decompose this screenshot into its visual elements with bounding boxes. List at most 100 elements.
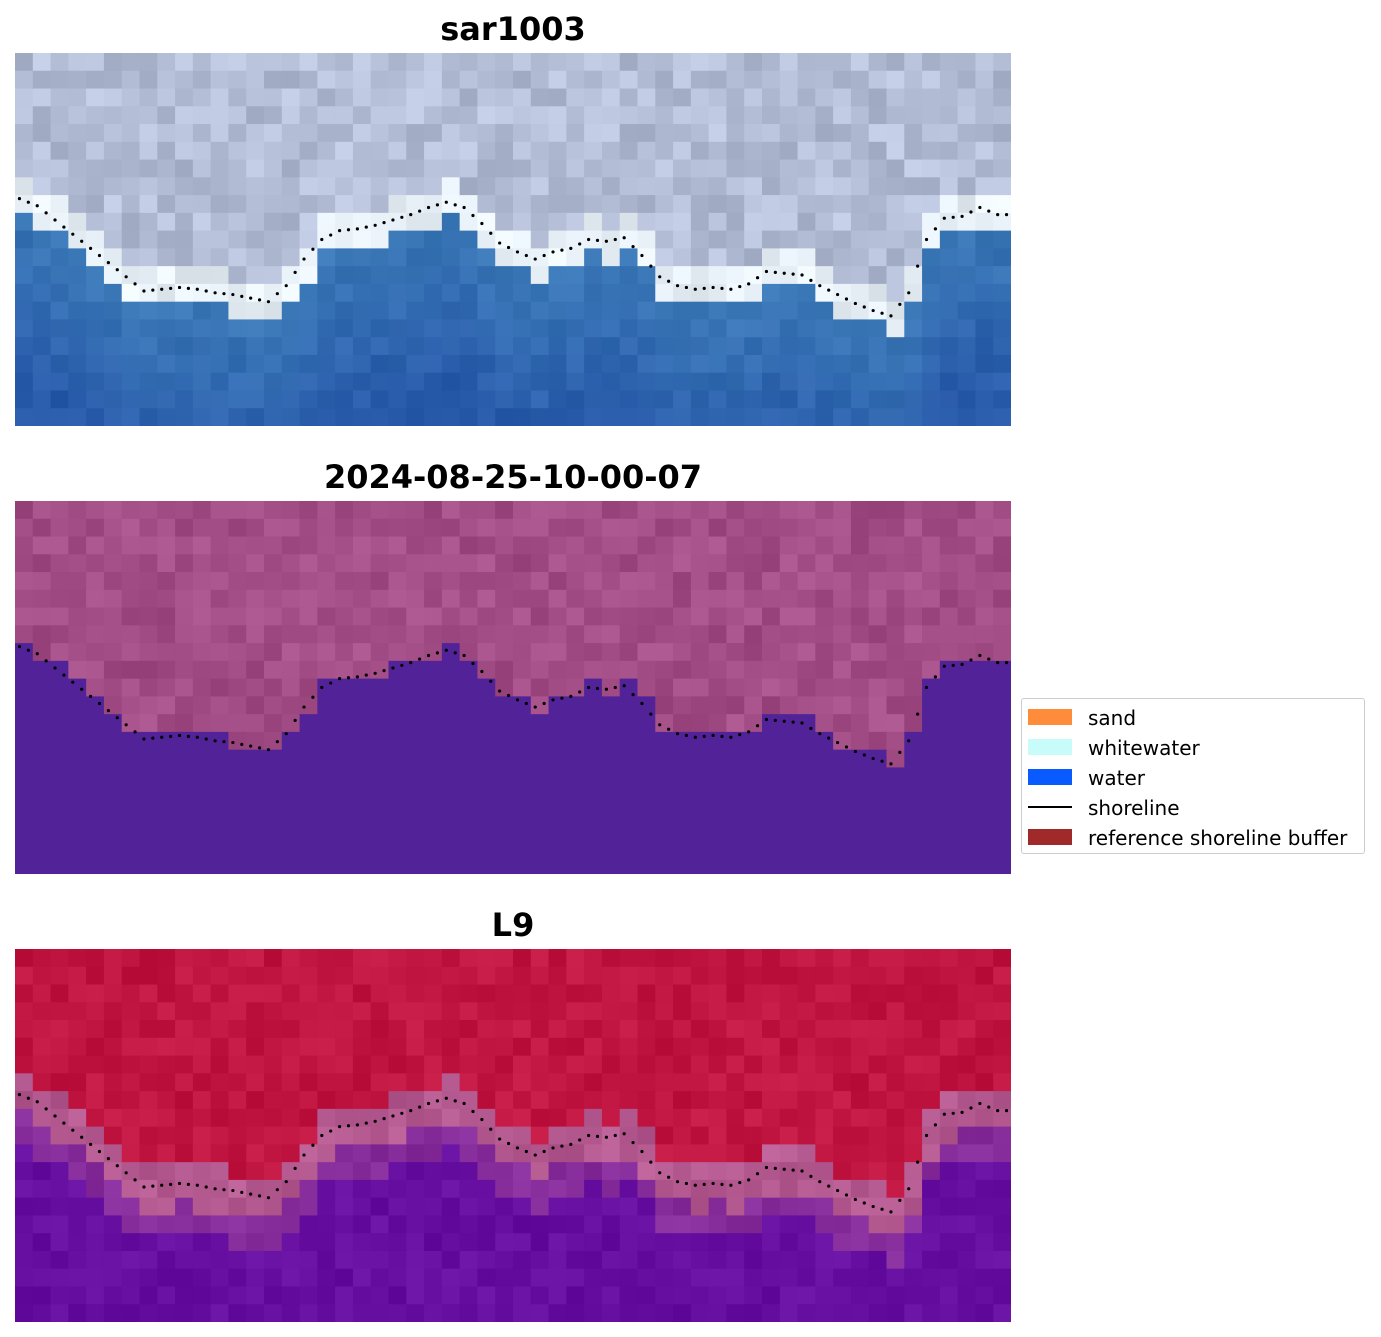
rgb-image-pixel bbox=[815, 212, 834, 232]
index-image-pixel bbox=[281, 1233, 301, 1252]
index-image-pixel bbox=[708, 984, 728, 1003]
classified-image-pixel bbox=[246, 589, 265, 609]
classified-image-pixel bbox=[388, 536, 407, 555]
classified-image-pixel bbox=[495, 554, 514, 573]
rgb-image-pixel bbox=[957, 354, 977, 374]
rgb-image-pixel bbox=[317, 88, 336, 107]
rgb-image-pixel bbox=[68, 354, 87, 374]
shoreline-point bbox=[818, 284, 822, 288]
index-image-pixel bbox=[299, 1108, 318, 1128]
classified-image-pixel bbox=[264, 589, 283, 609]
rgb-image-pixel bbox=[993, 408, 1011, 426]
classified-image-pixel bbox=[530, 607, 550, 626]
index-image-pixel bbox=[957, 1215, 977, 1234]
rgb-image-pixel bbox=[797, 266, 816, 285]
classified-image-pixel bbox=[335, 838, 354, 857]
classified-image-pixel bbox=[495, 572, 514, 591]
index-image-pixel bbox=[922, 984, 941, 1003]
classified-image-pixel bbox=[939, 554, 959, 573]
rgb-image-pixel bbox=[32, 88, 52, 107]
classified-image-pixel bbox=[690, 785, 710, 804]
rgb-image-pixel bbox=[424, 159, 443, 178]
rgb-image-pixel bbox=[744, 319, 763, 338]
classified-image-pixel bbox=[299, 660, 318, 680]
index-image-pixel bbox=[726, 1002, 745, 1021]
classified-image-pixel bbox=[850, 554, 870, 573]
shoreline-point bbox=[293, 718, 297, 722]
rgb-image-pixel bbox=[15, 124, 34, 143]
shoreline-point bbox=[400, 663, 404, 667]
index-image-pixel bbox=[619, 1126, 639, 1145]
index-image-pixel bbox=[708, 1108, 728, 1128]
index-image-pixel bbox=[975, 1002, 994, 1021]
classified-image-pixel bbox=[815, 714, 834, 733]
shoreline-point bbox=[506, 693, 511, 698]
rgb-image-pixel bbox=[317, 106, 336, 125]
classified-image-pixel bbox=[281, 767, 301, 786]
rgb-image-pixel bbox=[513, 266, 532, 285]
rgb-image-pixel bbox=[922, 283, 941, 303]
index-image-pixel bbox=[210, 1144, 230, 1163]
rgb-image-pixel bbox=[459, 408, 479, 426]
rgb-image-pixel bbox=[175, 53, 194, 72]
index-image-pixel bbox=[655, 1091, 674, 1110]
index-image-pixel bbox=[175, 1215, 194, 1234]
classified-image-pixel bbox=[477, 838, 496, 857]
index-image-pixel bbox=[15, 1037, 34, 1057]
index-image-pixel bbox=[619, 1073, 639, 1092]
rgb-image-pixel bbox=[797, 88, 816, 107]
classified-image-pixel bbox=[975, 536, 994, 555]
classified-image-pixel bbox=[779, 554, 799, 573]
classified-image-pixel bbox=[210, 518, 230, 538]
rgb-image-pixel bbox=[548, 390, 567, 409]
classified-image-pixel bbox=[584, 678, 603, 697]
index-image-pixel bbox=[192, 1091, 212, 1110]
classified-image-pixel bbox=[139, 536, 158, 555]
rgb-image-pixel bbox=[601, 195, 621, 214]
shoreline-point bbox=[862, 753, 866, 757]
rgb-image-pixel bbox=[50, 354, 69, 374]
classified-image-pixel bbox=[139, 820, 158, 840]
classified-image-pixel bbox=[139, 696, 158, 715]
rgb-image-pixel bbox=[192, 70, 212, 90]
index-image-pixel bbox=[264, 1197, 283, 1217]
rgb-image-pixel bbox=[833, 301, 852, 321]
rgb-image-pixel bbox=[246, 248, 265, 267]
shoreline-point bbox=[818, 1180, 822, 1184]
index-image-pixel bbox=[779, 1126, 799, 1145]
index-image-pixel bbox=[175, 966, 194, 986]
rgb-image-pixel bbox=[103, 354, 123, 374]
classified-image-pixel bbox=[264, 731, 283, 751]
classified-image-pixel bbox=[655, 589, 674, 609]
rgb-image-pixel bbox=[228, 141, 247, 161]
index-image-pixel bbox=[352, 1233, 372, 1252]
index-image-pixel bbox=[424, 1197, 443, 1217]
shoreline-point bbox=[844, 745, 849, 749]
classified-image-pixel bbox=[513, 554, 532, 573]
classified-image-pixel bbox=[264, 554, 283, 573]
classified-image-pixel bbox=[192, 856, 212, 874]
classified-image-pixel bbox=[299, 678, 318, 697]
rgb-image-pixel bbox=[690, 301, 710, 321]
classified-image-pixel bbox=[868, 501, 888, 520]
index-image-pixel bbox=[210, 966, 230, 986]
index-image-pixel bbox=[175, 1126, 194, 1145]
classified-image-pixel bbox=[370, 802, 390, 822]
classified-image-pixel bbox=[797, 678, 816, 697]
index-image-pixel bbox=[744, 1233, 763, 1252]
rgb-image-pixel bbox=[904, 141, 923, 161]
shoreline-point bbox=[515, 250, 520, 254]
classified-image-pixel bbox=[121, 767, 141, 786]
rgb-image-pixel bbox=[335, 354, 354, 374]
classified-image-pixel bbox=[388, 714, 407, 733]
classified-image-pixel bbox=[157, 785, 176, 804]
classified-image-pixel bbox=[762, 678, 781, 697]
index-image-pixel bbox=[566, 1233, 585, 1252]
classified-image-pixel bbox=[317, 643, 336, 662]
index-image-pixel bbox=[441, 949, 461, 968]
index-image-pixel bbox=[957, 1091, 977, 1110]
classified-image-pixel bbox=[406, 802, 425, 822]
rgb-image-pixel bbox=[797, 372, 816, 392]
index-image-pixel bbox=[548, 1002, 567, 1021]
classified-image-pixel bbox=[655, 572, 674, 591]
